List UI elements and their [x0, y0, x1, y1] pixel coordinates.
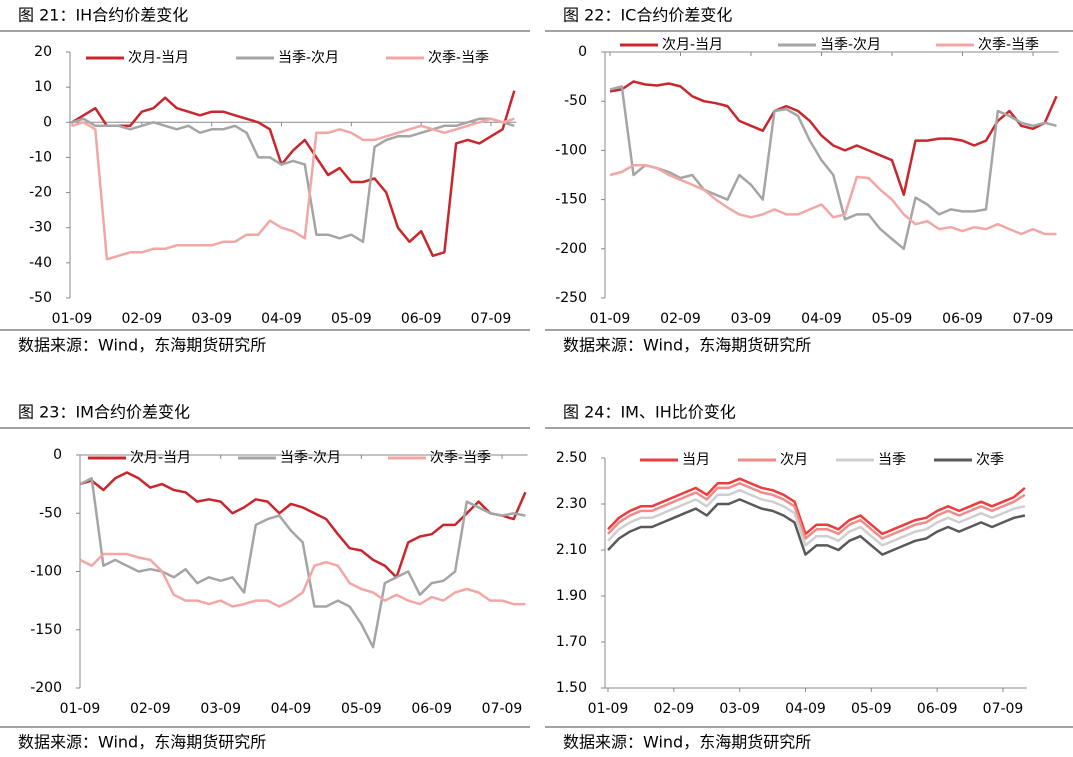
chart-title: 图 24：IM、IH比价变化 [563, 403, 736, 422]
x-tick-label: 01-09 [588, 701, 629, 717]
x-tick-label: 02-09 [121, 311, 162, 327]
x-tick-label: 04-09 [271, 701, 312, 717]
x-tick-label: 06-09 [401, 311, 442, 327]
x-tick-label: 01-09 [590, 311, 631, 327]
x-tick-label: 03-09 [719, 701, 760, 717]
y-tick-label: -250 [555, 290, 587, 306]
y-tick-label: 0 [53, 447, 62, 463]
series-line [609, 163, 1057, 236]
x-tick-label: 01-09 [52, 311, 93, 327]
legend-label: 次月 [780, 452, 808, 468]
series-line [609, 80, 1058, 196]
series-line [609, 85, 1057, 251]
y-tick-label: -150 [555, 192, 587, 208]
x-tick-label: 03-09 [191, 311, 232, 327]
y-tick-label: 2.10 [556, 542, 587, 558]
x-tick-label: 05-09 [851, 701, 892, 717]
y-tick-label: -150 [30, 622, 62, 638]
x-tick-label: 05-09 [331, 311, 372, 327]
y-tick-label: 2.50 [556, 450, 587, 466]
series-line [79, 471, 527, 579]
x-tick-label: 03-09 [731, 311, 772, 327]
legend-label: 次月-当月 [128, 50, 189, 66]
x-tick-label: 05-09 [341, 701, 382, 717]
series-line [79, 477, 526, 649]
y-tick-label: 1.90 [556, 588, 587, 604]
y-tick-label: -200 [555, 241, 587, 257]
x-tick-label: 04-09 [261, 311, 302, 327]
y-tick-label: 1.50 [556, 680, 587, 696]
legend-label: 次季 [976, 452, 1004, 468]
x-tick-label: 07-09 [471, 311, 512, 327]
x-tick-label: 07-09 [1013, 311, 1054, 327]
y-tick-label: 10 [34, 79, 52, 95]
chart-title: 图 23：IM合约价差变化 [18, 403, 190, 422]
legend-label: 当季-次月 [280, 450, 341, 466]
legend-label: 次季-当季 [978, 37, 1039, 53]
y-tick-label: 1.70 [556, 634, 587, 650]
y-tick-label: -100 [30, 564, 62, 580]
legend-label: 次月-当月 [662, 37, 723, 53]
series-line [607, 498, 1026, 556]
legend-label: 当季 [878, 452, 906, 468]
y-tick-label: -10 [29, 149, 52, 165]
source: 数据来源：Wind，东海期货研究所 [563, 336, 811, 355]
y-tick-label: 0 [578, 44, 587, 60]
y-tick-label: -40 [29, 255, 52, 271]
legend-label: 当季-次月 [278, 50, 339, 66]
y-tick-label: -50 [39, 505, 62, 521]
source: 数据来源：Wind，东海期货研究所 [18, 336, 266, 355]
series-line [607, 482, 1026, 540]
x-tick-label: 01-09 [60, 701, 101, 717]
y-tick-label: -200 [30, 680, 62, 696]
legend-label: 次季-当季 [430, 450, 491, 466]
y-tick-label: 0 [43, 114, 52, 130]
x-tick-label: 06-09 [917, 701, 958, 717]
y-tick-label: 20 [34, 44, 52, 60]
legend-label: 次季-当季 [428, 50, 489, 66]
series-line [71, 117, 515, 244]
y-tick-label: -30 [29, 220, 52, 236]
chart-title: 图 22：IC合约价差变化 [563, 6, 732, 25]
x-tick-label: 03-09 [200, 701, 241, 717]
x-tick-label: 06-09 [411, 701, 452, 717]
y-tick-label: -20 [29, 185, 52, 201]
series-line [607, 477, 1026, 536]
y-tick-label: -100 [555, 142, 587, 158]
y-tick-label: -50 [29, 290, 52, 306]
series-line [71, 90, 516, 258]
legend-label: 当季-次月 [820, 37, 881, 53]
x-tick-label: 02-09 [660, 311, 701, 327]
series-line [79, 552, 526, 608]
source: 数据来源：Wind，东海期货研究所 [563, 733, 811, 752]
x-tick-label: 05-09 [872, 311, 913, 327]
x-tick-label: 07-09 [983, 701, 1024, 717]
series-line [71, 117, 515, 261]
x-tick-label: 07-09 [482, 701, 523, 717]
series-line [607, 488, 1026, 547]
x-tick-label: 06-09 [942, 311, 983, 327]
x-tick-label: 02-09 [130, 701, 171, 717]
y-tick-label: -50 [564, 93, 587, 109]
legend-label: 次月-当月 [130, 450, 191, 466]
chart-title: 图 21：IH合约价差变化 [18, 6, 188, 25]
x-tick-label: 04-09 [801, 311, 842, 327]
x-tick-label: 02-09 [653, 701, 694, 717]
source: 数据来源：Wind，东海期货研究所 [18, 733, 266, 752]
x-tick-label: 04-09 [785, 701, 826, 717]
y-tick-label: 2.30 [556, 496, 587, 512]
legend-label: 当月 [682, 452, 710, 468]
